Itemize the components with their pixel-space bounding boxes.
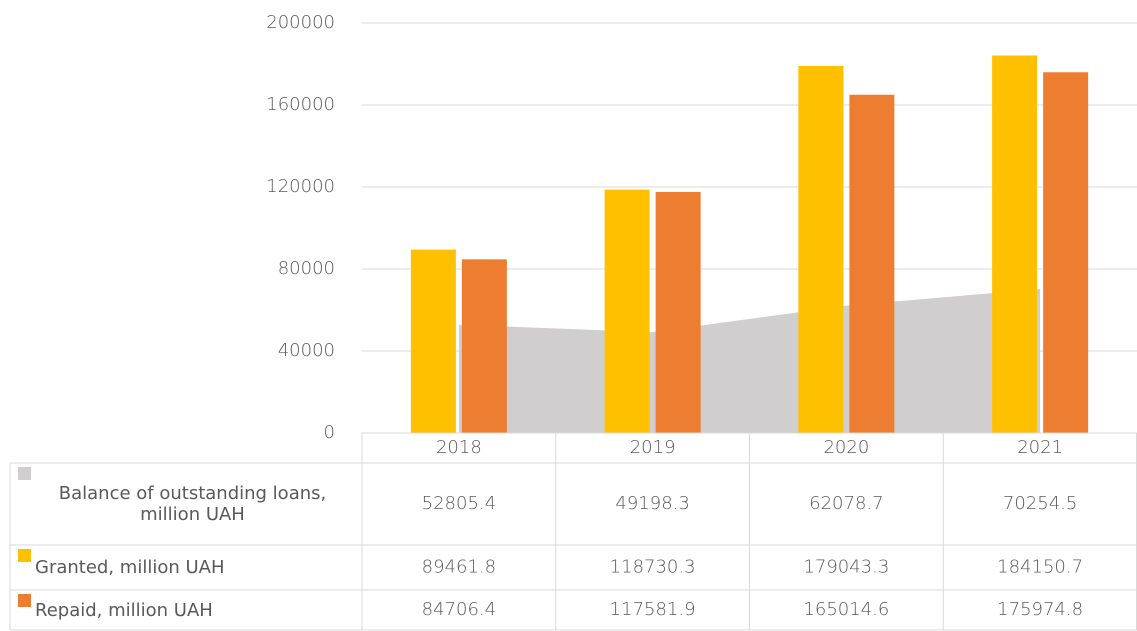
legend-entry: Granted, million UAH	[10, 545, 350, 590]
table-value: 84706.4	[422, 599, 496, 620]
table-value: 179043.3	[803, 557, 889, 578]
x-tick-label: 2020	[823, 437, 869, 458]
y-tick-label: 200000	[266, 12, 335, 33]
y-tick-label: 0	[324, 422, 335, 443]
legend-entry: Repaid, million UAH	[10, 590, 350, 630]
y-tick-label: 80000	[278, 258, 335, 279]
legend-label: Granted, million UAH	[35, 557, 225, 578]
bar	[1043, 72, 1089, 434]
y-tick-label: 120000	[266, 176, 335, 197]
x-tick-label: 2018	[436, 437, 482, 458]
table-value: 117581.9	[610, 599, 696, 620]
table-value: 184150.7	[997, 557, 1083, 578]
bar	[461, 259, 507, 433]
bar	[410, 249, 456, 433]
table-value: 70254.5	[1003, 493, 1077, 514]
legend-entry: Balance of outstanding loans, million UA…	[10, 463, 350, 545]
bar	[604, 189, 650, 433]
bar	[992, 55, 1038, 434]
x-tick-label: 2019	[630, 437, 676, 458]
legend-swatch	[18, 549, 31, 562]
x-tick-label: 2021	[1017, 437, 1063, 458]
table-value: 165014.6	[803, 599, 889, 620]
table-value: 52805.4	[422, 493, 496, 514]
y-tick-label: 160000	[266, 94, 335, 115]
legend-swatch	[18, 594, 31, 607]
legend-swatch	[18, 467, 31, 480]
bar	[798, 65, 844, 433]
legend-label: Balance of outstanding loans, million UA…	[58, 483, 327, 525]
bar	[849, 94, 895, 434]
table-value: 89461.8	[422, 557, 496, 578]
y-tick-label: 40000	[278, 340, 335, 361]
area	[458, 288, 1041, 433]
table-value: 118730.3	[610, 557, 696, 578]
legend-label: Repaid, million UAH	[35, 599, 213, 621]
table-value: 62078.7	[809, 493, 883, 514]
table-value: 49198.3	[615, 493, 689, 514]
bar	[655, 191, 701, 433]
table-value: 175974.8	[997, 599, 1083, 620]
